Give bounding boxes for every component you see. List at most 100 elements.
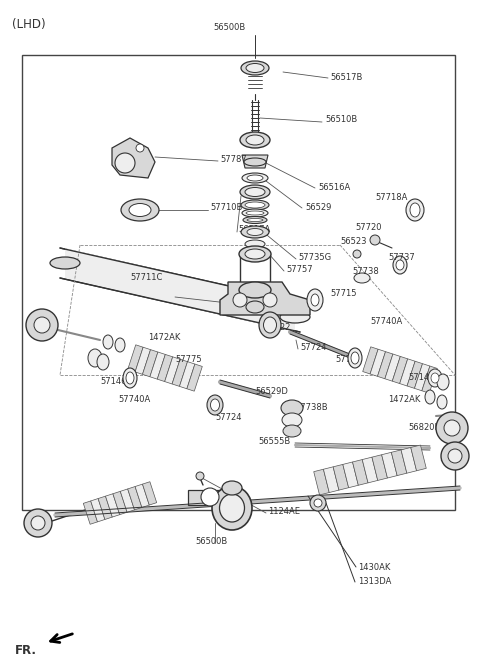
Polygon shape xyxy=(407,362,422,388)
Text: 56500B: 56500B xyxy=(214,24,246,32)
Text: 57724: 57724 xyxy=(215,413,241,423)
Text: 57711C: 57711C xyxy=(130,274,162,282)
Circle shape xyxy=(353,250,361,258)
Ellipse shape xyxy=(50,257,80,269)
Circle shape xyxy=(115,153,135,173)
Text: 57740A: 57740A xyxy=(370,317,402,327)
Text: 1313DA: 1313DA xyxy=(358,577,391,587)
Ellipse shape xyxy=(246,211,264,215)
Polygon shape xyxy=(112,138,155,178)
Text: 57775: 57775 xyxy=(335,355,361,364)
Ellipse shape xyxy=(280,311,310,323)
Ellipse shape xyxy=(307,289,323,311)
Circle shape xyxy=(34,317,50,333)
Ellipse shape xyxy=(239,282,271,298)
Polygon shape xyxy=(333,464,348,490)
Ellipse shape xyxy=(247,228,263,235)
Ellipse shape xyxy=(245,202,265,208)
Polygon shape xyxy=(106,494,120,517)
Circle shape xyxy=(233,293,247,307)
Text: 56529: 56529 xyxy=(305,204,331,212)
Polygon shape xyxy=(128,345,143,372)
Text: 56522: 56522 xyxy=(265,323,291,331)
Circle shape xyxy=(444,420,460,436)
Polygon shape xyxy=(343,462,359,488)
Text: 56500B: 56500B xyxy=(195,538,227,546)
Polygon shape xyxy=(187,364,202,391)
Text: FR.: FR. xyxy=(15,644,37,657)
Ellipse shape xyxy=(115,338,125,352)
Polygon shape xyxy=(188,490,233,505)
Ellipse shape xyxy=(437,395,447,409)
Text: 57710B: 57710B xyxy=(210,204,242,212)
Polygon shape xyxy=(143,349,158,377)
Polygon shape xyxy=(143,482,156,505)
Ellipse shape xyxy=(431,373,439,383)
Text: 56517A: 56517A xyxy=(238,226,270,235)
Ellipse shape xyxy=(246,63,264,73)
Ellipse shape xyxy=(247,175,263,181)
Circle shape xyxy=(201,488,219,506)
Ellipse shape xyxy=(259,312,281,338)
Circle shape xyxy=(24,509,52,537)
Text: 1472AK: 1472AK xyxy=(148,333,180,343)
Ellipse shape xyxy=(396,260,404,270)
Polygon shape xyxy=(220,282,310,315)
Polygon shape xyxy=(401,448,417,473)
Ellipse shape xyxy=(239,246,271,262)
Ellipse shape xyxy=(351,352,359,364)
Circle shape xyxy=(26,309,58,341)
Ellipse shape xyxy=(244,158,266,166)
Text: 57775: 57775 xyxy=(175,355,202,364)
Ellipse shape xyxy=(406,199,424,221)
Polygon shape xyxy=(370,349,385,376)
Text: 57715: 57715 xyxy=(330,290,357,298)
Polygon shape xyxy=(352,460,368,485)
Ellipse shape xyxy=(410,203,420,217)
Polygon shape xyxy=(242,155,268,168)
Polygon shape xyxy=(150,352,165,379)
Polygon shape xyxy=(98,496,112,519)
Ellipse shape xyxy=(243,216,267,224)
Text: 57738B: 57738B xyxy=(295,403,328,413)
Polygon shape xyxy=(391,450,407,476)
Polygon shape xyxy=(362,457,378,483)
Polygon shape xyxy=(128,487,142,510)
Ellipse shape xyxy=(393,256,407,274)
Text: 56517B: 56517B xyxy=(330,73,362,81)
Text: 57724: 57724 xyxy=(300,343,326,353)
Circle shape xyxy=(196,472,204,480)
Ellipse shape xyxy=(123,368,137,388)
Polygon shape xyxy=(400,359,415,386)
Ellipse shape xyxy=(103,335,113,349)
Ellipse shape xyxy=(242,209,268,217)
Ellipse shape xyxy=(425,390,435,404)
Ellipse shape xyxy=(240,185,270,199)
Polygon shape xyxy=(157,354,173,382)
Ellipse shape xyxy=(348,348,362,368)
Ellipse shape xyxy=(241,61,269,75)
Text: 1472AK: 1472AK xyxy=(388,396,420,405)
Ellipse shape xyxy=(311,294,319,306)
Text: 57735G: 57735G xyxy=(298,253,331,263)
Text: 56820J: 56820J xyxy=(28,317,57,327)
Ellipse shape xyxy=(428,369,442,387)
Circle shape xyxy=(314,499,322,507)
Polygon shape xyxy=(324,467,339,493)
Polygon shape xyxy=(314,469,329,495)
Text: (LHD): (LHD) xyxy=(12,18,46,31)
Text: 56555B: 56555B xyxy=(258,437,290,446)
Polygon shape xyxy=(180,362,195,389)
Polygon shape xyxy=(372,455,387,480)
Ellipse shape xyxy=(222,481,242,495)
Text: 57787: 57787 xyxy=(220,155,247,165)
Polygon shape xyxy=(392,356,408,384)
Ellipse shape xyxy=(245,249,265,259)
Ellipse shape xyxy=(245,240,265,248)
Ellipse shape xyxy=(354,273,370,283)
Text: 56510B: 56510B xyxy=(325,116,357,124)
Polygon shape xyxy=(363,347,378,374)
Circle shape xyxy=(263,293,277,307)
Circle shape xyxy=(370,235,380,245)
Text: 1430AK: 1430AK xyxy=(358,564,390,573)
